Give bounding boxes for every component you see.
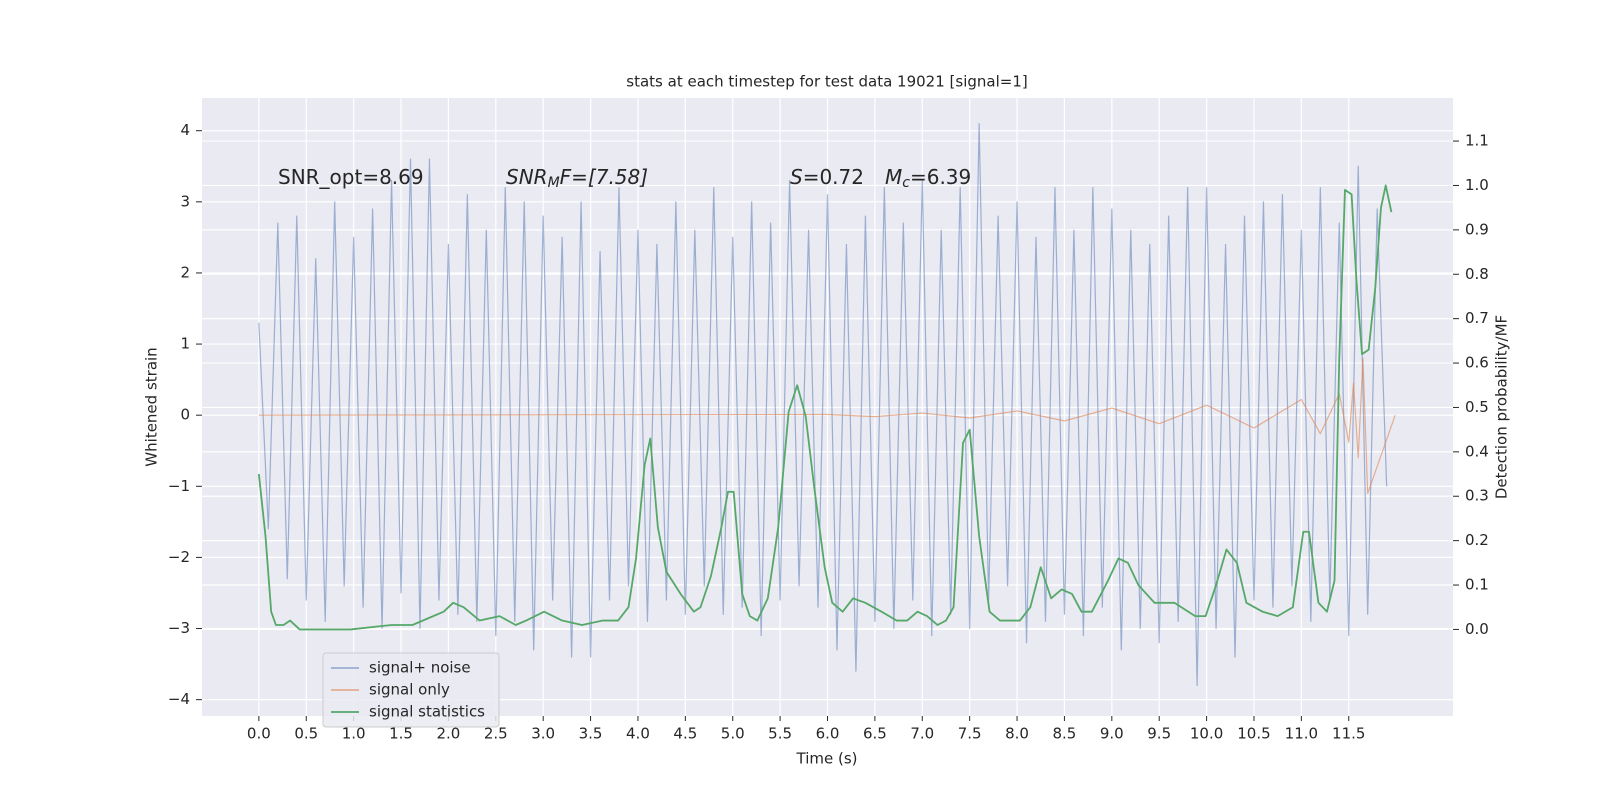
x-tick-label: 3.5	[579, 725, 603, 743]
y-tick-label: 1	[180, 335, 190, 353]
x-tick-label: 1.0	[342, 725, 366, 743]
annotation-sub: M	[548, 175, 560, 191]
x-tick-label: 9.0	[1100, 725, 1124, 743]
x-tick-label: 10.5	[1237, 725, 1270, 743]
y2-tick-label: 0.8	[1465, 265, 1489, 283]
x-tick-label: 1.5	[389, 725, 413, 743]
x-tick-label: 10.0	[1190, 725, 1223, 743]
y-tick-label: 2	[180, 263, 190, 281]
x-tick-label: 5.0	[721, 725, 745, 743]
chart-title: stats at each timestep for test data 190…	[626, 73, 1027, 91]
annotation: SNRMF=[7.58]	[506, 165, 648, 192]
x-tick-label: 11.5	[1332, 725, 1365, 743]
y-axis-label: Whitened strain	[143, 347, 161, 466]
annotation-base: S	[790, 165, 803, 189]
annotation-base: M	[885, 165, 902, 189]
x-tick-label: 2.0	[436, 725, 460, 743]
x-tick-label: 6.0	[816, 725, 840, 743]
y-tick-label: 0	[180, 406, 190, 424]
x-tick-label: 4.5	[673, 725, 697, 743]
lines	[257, 123, 1396, 687]
annotation-base: SNR	[506, 165, 548, 189]
grid	[202, 98, 1453, 716]
y2-tick-label: 0.0	[1465, 620, 1489, 638]
x-tick-label: 6.5	[863, 725, 887, 743]
x-tick-label: 3.0	[531, 725, 555, 743]
y-tick-label: 3	[180, 192, 190, 210]
y2-tick-label: 0.4	[1465, 442, 1489, 460]
foreground: 0.0 0.5 1.0 1.5 2.0 2.5 3.0 3.5 4.0 4.5 5.0 5.5 6.0 6…	[168, 121, 1489, 742]
x-axis-label: Time (s)	[796, 750, 858, 768]
x-tick-label: 9.5	[1147, 725, 1171, 743]
x-tick-label: 8.5	[1053, 725, 1077, 743]
legend-label: signal only	[369, 681, 450, 699]
legend-box	[322, 652, 500, 728]
annotation-sub: c	[902, 175, 910, 191]
y2-tick-label: 0.3	[1465, 487, 1489, 505]
y2-tick-label: 1.1	[1465, 132, 1489, 150]
y2-tick-label: 0.7	[1465, 309, 1489, 327]
legend: signal+ noise signal only signal statistic…	[322, 652, 500, 728]
x-tick-label: 8.0	[1005, 725, 1029, 743]
legend-label: signal statistics	[369, 703, 485, 721]
x-tick-label: 4.0	[626, 725, 650, 743]
y2-tick-label: 0.9	[1465, 220, 1489, 238]
series-line	[258, 357, 1396, 495]
y-tick-label: −4	[168, 690, 190, 708]
x-tick-label: 11.0	[1285, 725, 1318, 743]
y-tick-label: −1	[168, 477, 190, 495]
legend-label: signal+ noise	[369, 659, 471, 677]
x-tick-label: 0.0	[247, 725, 271, 743]
x-tick-label: 7.5	[958, 725, 982, 743]
y2-tick-label: 1.0	[1465, 176, 1489, 194]
series-line	[257, 184, 1393, 631]
y-tick-label: −2	[168, 548, 190, 566]
annotation-base: SNR_opt=8.69	[278, 165, 424, 189]
y2-tick-label: 0.6	[1465, 354, 1489, 372]
annotation: SNR_opt=8.69	[278, 165, 424, 189]
y2-axis-label: Detection probability/MF	[1493, 315, 1511, 499]
x-tick-label: 2.5	[484, 725, 508, 743]
y2-tick-label: 0.5	[1465, 398, 1489, 416]
series-line	[258, 123, 1388, 687]
y2-tick-label: 0.1	[1465, 576, 1489, 594]
x-tick-label: 0.5	[294, 725, 318, 743]
x-tick-label: 7.0	[910, 725, 934, 743]
annotation-rest: F=[7.58]	[560, 165, 648, 189]
y2-tick-label: 0.2	[1465, 531, 1489, 549]
annotation: S=0.72	[790, 165, 864, 189]
annotation: Mc=6.39	[885, 165, 971, 192]
annotation-rest: =6.39	[910, 165, 971, 189]
annotation-rest: =0.72	[803, 165, 864, 189]
y-tick-label: 4	[180, 121, 190, 139]
x-tick-label: 5.5	[768, 725, 792, 743]
y-tick-label: −3	[168, 619, 190, 637]
